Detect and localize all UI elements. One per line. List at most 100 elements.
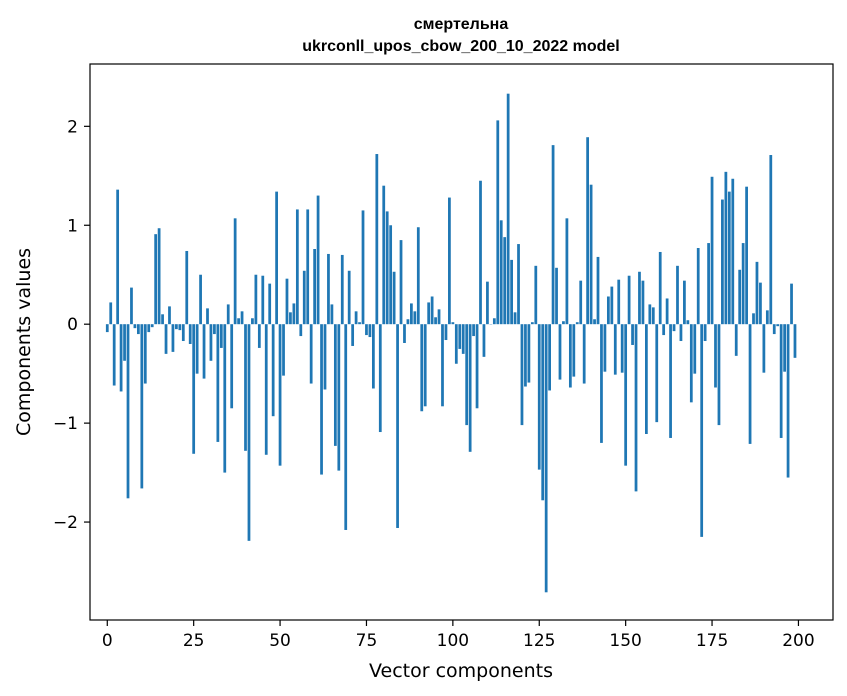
bar bbox=[582, 324, 586, 384]
bar bbox=[392, 271, 396, 325]
y-tick-label: 1 bbox=[67, 216, 78, 236]
bar bbox=[451, 322, 455, 325]
bar bbox=[154, 234, 158, 325]
bar bbox=[175, 324, 178, 330]
bar bbox=[302, 270, 306, 325]
bar bbox=[617, 279, 621, 325]
bar bbox=[140, 324, 144, 489]
bar bbox=[461, 324, 465, 354]
bar bbox=[779, 324, 783, 438]
bar bbox=[593, 319, 596, 325]
bar bbox=[396, 324, 399, 528]
chart-title: смертельна ukrconll_upos_cbow_200_10_202… bbox=[302, 16, 619, 55]
bar bbox=[137, 324, 140, 335]
bar bbox=[603, 324, 607, 372]
bar bbox=[368, 324, 372, 338]
bar bbox=[686, 320, 690, 325]
bar bbox=[482, 324, 486, 357]
bar bbox=[448, 197, 451, 325]
bar bbox=[268, 283, 272, 325]
bar bbox=[333, 324, 337, 446]
bar bbox=[195, 324, 199, 374]
bar bbox=[430, 296, 434, 325]
bar bbox=[762, 324, 766, 373]
bar bbox=[769, 155, 773, 325]
x-tick-label: 25 bbox=[183, 631, 205, 651]
bar bbox=[257, 324, 261, 348]
bar bbox=[707, 243, 710, 325]
x-tick-label: 100 bbox=[437, 631, 469, 651]
bar bbox=[247, 324, 251, 541]
bar bbox=[786, 324, 790, 478]
y-tick-label: −2 bbox=[53, 513, 78, 533]
bar bbox=[261, 275, 265, 325]
bar bbox=[344, 324, 348, 530]
bar bbox=[143, 324, 147, 384]
bar bbox=[624, 324, 628, 466]
bar bbox=[244, 324, 247, 451]
bar bbox=[472, 324, 475, 337]
bar bbox=[351, 324, 355, 346]
bar bbox=[693, 324, 697, 374]
bar bbox=[420, 324, 424, 412]
x-tick-label: 200 bbox=[782, 631, 814, 651]
bar bbox=[171, 324, 175, 352]
bar bbox=[233, 218, 237, 325]
bar bbox=[192, 324, 196, 454]
bar bbox=[465, 324, 469, 426]
y-axis-ticks: −2 −1 0 1 2 bbox=[53, 117, 90, 533]
bar bbox=[579, 280, 583, 325]
bar bbox=[790, 283, 793, 325]
bar bbox=[600, 324, 603, 443]
bar bbox=[586, 137, 590, 325]
bar bbox=[641, 280, 645, 325]
bar bbox=[423, 324, 427, 407]
bar bbox=[313, 249, 317, 325]
bar bbox=[606, 296, 610, 325]
bar bbox=[503, 237, 507, 325]
bar bbox=[665, 298, 669, 325]
bar bbox=[610, 286, 614, 325]
bar bbox=[385, 211, 389, 325]
bar bbox=[361, 210, 365, 325]
bar bbox=[734, 324, 738, 356]
x-tick-label: 50 bbox=[269, 631, 291, 651]
bar bbox=[527, 324, 531, 383]
bar bbox=[371, 324, 375, 389]
bar bbox=[130, 287, 133, 325]
bar bbox=[181, 324, 185, 342]
bar bbox=[202, 324, 206, 379]
x-axis-label: Vector components bbox=[369, 660, 553, 682]
x-axis-ticks: 0 25 50 75 100 125 150 175 200 bbox=[102, 620, 815, 651]
bar bbox=[520, 324, 524, 426]
y-axis-label: Components values bbox=[13, 248, 35, 436]
bar bbox=[548, 324, 551, 391]
bar bbox=[683, 280, 686, 325]
bar bbox=[382, 185, 386, 325]
bar bbox=[575, 322, 579, 325]
bar bbox=[164, 324, 168, 354]
bar bbox=[679, 324, 683, 342]
bar bbox=[658, 251, 662, 325]
bar bbox=[295, 209, 299, 325]
bar bbox=[282, 324, 285, 376]
bar bbox=[783, 324, 786, 372]
bar bbox=[230, 324, 234, 409]
bar bbox=[530, 322, 534, 325]
x-tick-label: 175 bbox=[696, 631, 728, 651]
bar bbox=[105, 324, 109, 333]
bar bbox=[558, 324, 562, 380]
y-tick-label: 0 bbox=[67, 315, 78, 335]
bar bbox=[378, 324, 382, 433]
bar bbox=[437, 309, 441, 325]
bar bbox=[109, 302, 113, 325]
bar bbox=[119, 324, 123, 392]
bar bbox=[299, 324, 303, 337]
bar bbox=[524, 324, 527, 387]
bar bbox=[213, 324, 216, 335]
bar bbox=[454, 324, 458, 364]
bar bbox=[672, 324, 676, 332]
bar bbox=[416, 227, 420, 325]
bar bbox=[741, 243, 745, 325]
